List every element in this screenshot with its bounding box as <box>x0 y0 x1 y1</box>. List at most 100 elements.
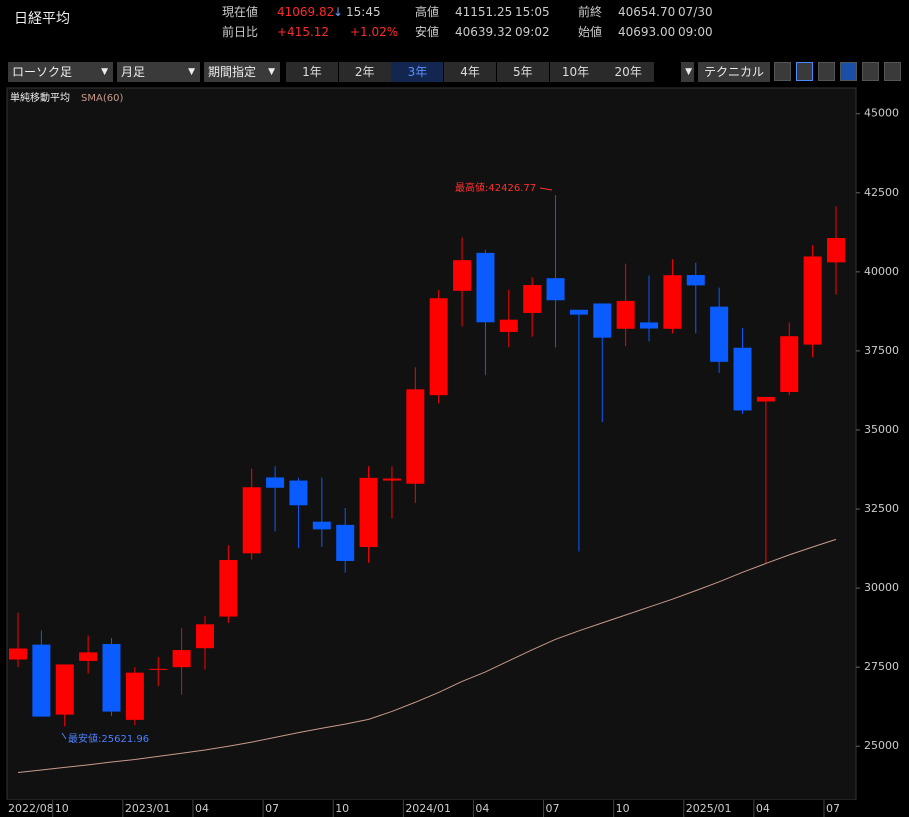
period-button[interactable]: 3年 <box>391 62 444 82</box>
y-tick-label: 32500 <box>864 502 899 515</box>
value: 40693.00 <box>618 25 676 39</box>
dropdown[interactable]: ▼ <box>681 62 694 82</box>
save-icon[interactable] <box>862 62 879 81</box>
period-button[interactable]: 5年 <box>496 62 549 82</box>
value: 40639.32 <box>455 25 513 39</box>
label: 安値 <box>415 25 440 39</box>
candle-body <box>569 309 588 315</box>
y-tick-label: 35000 <box>864 423 899 436</box>
label: 現在値 <box>222 5 259 19</box>
y-tick-label: 27500 <box>864 660 899 673</box>
export-icon[interactable] <box>818 62 835 81</box>
area-icon[interactable] <box>840 62 857 81</box>
x-tick-label: 10 <box>55 802 69 815</box>
range-select[interactable]: 期間指定 ▼ <box>204 62 280 82</box>
style-select[interactable]: ローソク足 ▼ <box>8 62 113 82</box>
candle-body <box>827 238 845 263</box>
x-tick-label: 2024/01 <box>405 802 451 815</box>
x-tick-label: 07 <box>826 802 840 815</box>
time: 15:45 <box>346 5 381 19</box>
x-tick-label: 10 <box>616 802 630 815</box>
label: 前日比 <box>222 25 259 39</box>
period-button[interactable]: 2年 <box>338 62 391 82</box>
candle-body <box>803 256 822 345</box>
sma-line <box>17 538 837 773</box>
candle-body <box>453 260 472 291</box>
candle-body <box>55 664 74 715</box>
candle-body <box>195 624 214 649</box>
label: 月足 <box>121 65 146 79</box>
indicator-title: 単純移動平均 <box>10 91 70 104</box>
candle-body <box>546 278 565 301</box>
interval-select[interactable]: 月足 ▼ <box>117 62 200 82</box>
x-tick-label: 04 <box>195 802 209 815</box>
plot-area <box>6 87 857 801</box>
candle-body <box>523 285 542 313</box>
date: 07/30 <box>678 5 713 19</box>
candle-body <box>336 524 355 561</box>
x-tick-label: 04 <box>475 802 489 815</box>
y-tick-label: 40000 <box>864 265 899 278</box>
percent: +1.02% <box>350 25 399 39</box>
y-tick-label: 45000 <box>864 107 899 120</box>
x-tick-label: 2022/08 <box>8 802 54 815</box>
candle-body <box>406 389 425 484</box>
candle-body <box>149 668 168 670</box>
candle-body <box>593 303 612 338</box>
candle-body <box>663 275 682 329</box>
label: 始値 <box>578 25 603 39</box>
candle-body <box>382 478 401 481</box>
y-tick-label: 25000 <box>864 739 899 752</box>
x-tick-label: 07 <box>265 802 279 815</box>
candle-body <box>733 347 752 411</box>
chart: 単純移動平均 SMA(60) 25000 27500 30000 32500 35000… <box>0 87 909 817</box>
value: +415.12 <box>277 25 330 39</box>
value: 41151.25 <box>455 5 513 19</box>
y-tick-label: 37500 <box>864 344 899 357</box>
candle-body <box>289 480 308 506</box>
candle-body <box>312 521 331 530</box>
annotation-arrow <box>61 732 67 740</box>
candle-body <box>686 275 705 286</box>
candle-body <box>710 306 729 362</box>
zoom-icon[interactable] <box>796 62 813 81</box>
time: 15:05 <box>515 5 550 19</box>
candle-body <box>125 672 144 720</box>
draw-icon[interactable] <box>774 62 791 81</box>
period-button[interactable]: 20年 <box>602 62 655 82</box>
x-tick-label: 04 <box>756 802 770 815</box>
candle-body <box>640 322 659 329</box>
annotation: 最安値:25621.96 <box>68 732 149 745</box>
candle-body <box>429 298 448 396</box>
candle-body <box>79 652 98 661</box>
period-button[interactable]: 10年 <box>549 62 602 82</box>
candle-body <box>102 643 121 712</box>
candle-body <box>499 319 518 332</box>
candle-body <box>219 560 238 617</box>
candle-body <box>476 252 495 323</box>
time: 09:00 <box>678 25 713 39</box>
label: 前終 <box>578 5 603 19</box>
label: 期間指定 <box>208 65 257 79</box>
label: ローソク足 <box>12 65 73 79</box>
x-axis-bar <box>0 800 909 817</box>
technical-button[interactable]: テクニカル <box>698 62 770 82</box>
x-tick-label: 2023/01 <box>125 802 171 815</box>
label: 高値 <box>415 5 440 19</box>
folder-icon[interactable] <box>884 62 901 81</box>
indicator-name: SMA(60) <box>81 93 123 104</box>
time: 09:02 <box>515 25 550 39</box>
period-button[interactable]: 4年 <box>444 62 497 82</box>
period-button[interactable]: 1年 <box>286 62 338 82</box>
candle-body <box>242 487 261 554</box>
value: 41069.82 <box>277 5 335 19</box>
candle-body <box>32 644 51 717</box>
x-tick-label: 2025/01 <box>686 802 732 815</box>
value: 40654.70 <box>618 5 676 19</box>
candle-body <box>359 477 378 547</box>
candle-body <box>756 396 775 402</box>
title: 日経平均 <box>14 11 70 27</box>
annotation: 最高値:42426.77 <box>455 181 536 194</box>
candle-body <box>266 477 285 488</box>
